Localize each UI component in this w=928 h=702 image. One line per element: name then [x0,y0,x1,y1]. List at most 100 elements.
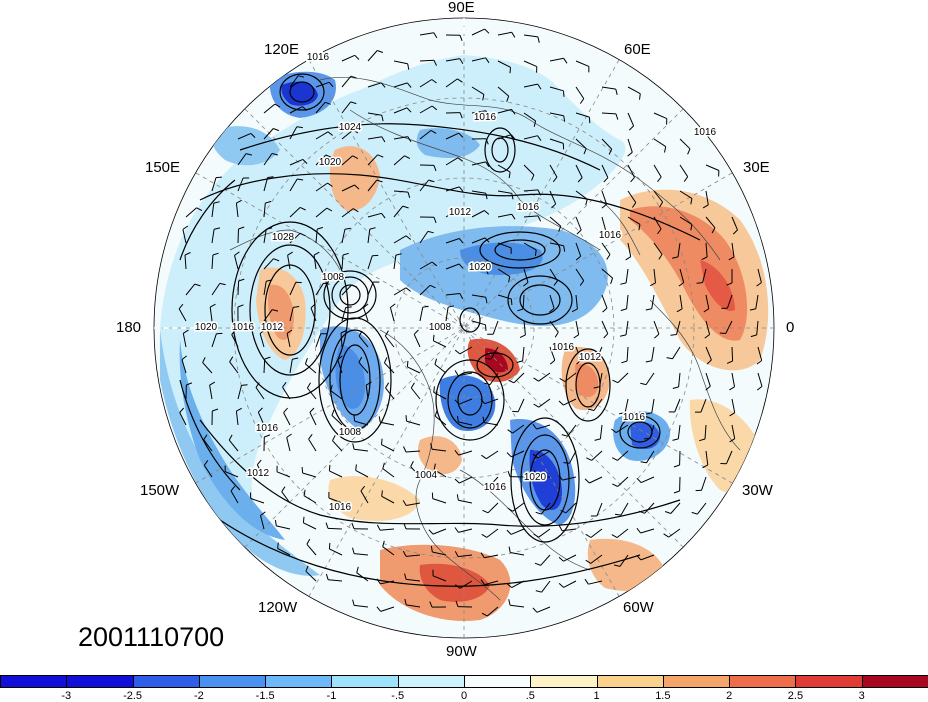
wind-barb-flag [535,511,542,515]
wind-barb [341,307,347,322]
wind-barb [445,157,459,166]
wind-barb [562,476,577,481]
wind-barb-flag [327,182,333,187]
wind-barb [627,164,635,178]
wind-barb-flag [236,199,242,204]
wind-barb [488,476,499,488]
wind-barb-flag [209,381,216,386]
isobar-label: 1016 [694,127,717,138]
wind-barb-flag [549,308,555,313]
wind-barb-flag [696,282,703,284]
wind-barb [497,60,511,68]
wind-barb [497,31,512,36]
wind-barbs [178,28,763,617]
wind-barb [341,129,354,140]
wind-barb-flag [563,115,566,122]
wind-barb-flag [711,227,716,234]
wind-barb-flag [299,206,306,211]
wind-barb [523,268,529,283]
lon-label-lower-right: 30W [742,482,773,499]
wind-barb [668,528,681,538]
wind-barb-flag [309,407,315,413]
wind-barb [337,359,343,374]
wind-barb-flag [404,573,407,580]
wind-barb-flag [728,256,735,261]
wind-barb-flag [378,416,381,423]
wind-barb [434,364,447,374]
wind-barb [289,282,297,296]
wind-barb [340,332,343,348]
wind-barb [588,580,603,585]
wind-barb [517,398,525,412]
isobar-label: 1016 [474,112,497,123]
wind-barb [538,398,551,408]
wind-barb-flag [431,79,437,84]
wind-barb [419,284,431,296]
date-label: 2001110700 [78,622,225,652]
wind-barb-flag [255,382,260,388]
wind-barb [367,281,374,296]
wind-barb [432,498,447,504]
wind-barb-flag [485,297,488,304]
wind-barb-flag [413,329,419,335]
wind-barb-flag [729,438,735,443]
wind-barb-flag [454,370,459,376]
wind-barb [235,411,239,426]
wind-barb-flag [429,601,433,608]
wind-barb-flag [511,213,516,220]
wind-barb [211,283,221,296]
wind-barb [617,476,629,487]
colorbar: -3 -2.5 -2 -1.5 -1 -.5 0 .5 1 1.5 2 2.5 3 [0,675,928,702]
wind-barb-flag [274,103,281,108]
wind-barb-flag [506,452,512,458]
wind-barb [704,424,707,440]
wind-barb-flag [402,500,407,506]
wind-barb [459,580,473,589]
wind-barb-flag [534,562,541,566]
wind-barb-flag [485,161,490,168]
wind-barb [389,307,395,322]
colorbar-swatch [464,675,532,688]
wind-barb-flag [533,120,537,127]
wind-barb-flag [326,207,333,212]
wind-barb [653,164,662,178]
wind-barb-flag [256,459,262,466]
wind-barb-flag [281,486,286,492]
wind-barb [289,106,303,114]
wind-barb [203,439,213,452]
wind-barb [549,164,558,178]
isobar-label: 1020 [319,157,342,168]
colorbar-swatch [861,675,928,688]
wind-barb-flag [511,32,516,38]
wind-barb-flag [600,230,606,235]
colorbar-swatch [795,675,863,688]
graticule [154,18,774,638]
wind-barb-flag [430,443,433,450]
wind-barb-flag [585,533,592,538]
wind-barb [393,107,408,114]
wind-barb [702,268,707,283]
wind-barb-flag [603,177,609,183]
wind-barb-flag [184,252,191,256]
wind-barb [549,112,564,117]
wind-barb-flag [701,256,708,261]
wind-barb-flag [672,256,679,259]
wind-barb-flag [506,95,510,102]
wind-barb [211,177,217,192]
wind-barb [627,138,633,153]
wind-barb [625,268,629,283]
wind-barb-flag [447,305,455,308]
wind-barb [235,203,239,218]
wind-barb-flag [330,384,333,391]
wind-barb-flag [434,358,438,365]
wind-barb-flag [264,356,271,360]
wind-barb [459,346,473,355]
wind-barb-flag [485,138,489,145]
wind-barb-flag [274,519,277,526]
wind-barb [627,190,637,203]
wind-barb-flag [508,599,511,606]
wind-barb-flag [619,412,626,415]
wind-barb [590,554,603,564]
wind-barb [549,138,564,144]
isobar-label: 1008 [322,272,345,283]
